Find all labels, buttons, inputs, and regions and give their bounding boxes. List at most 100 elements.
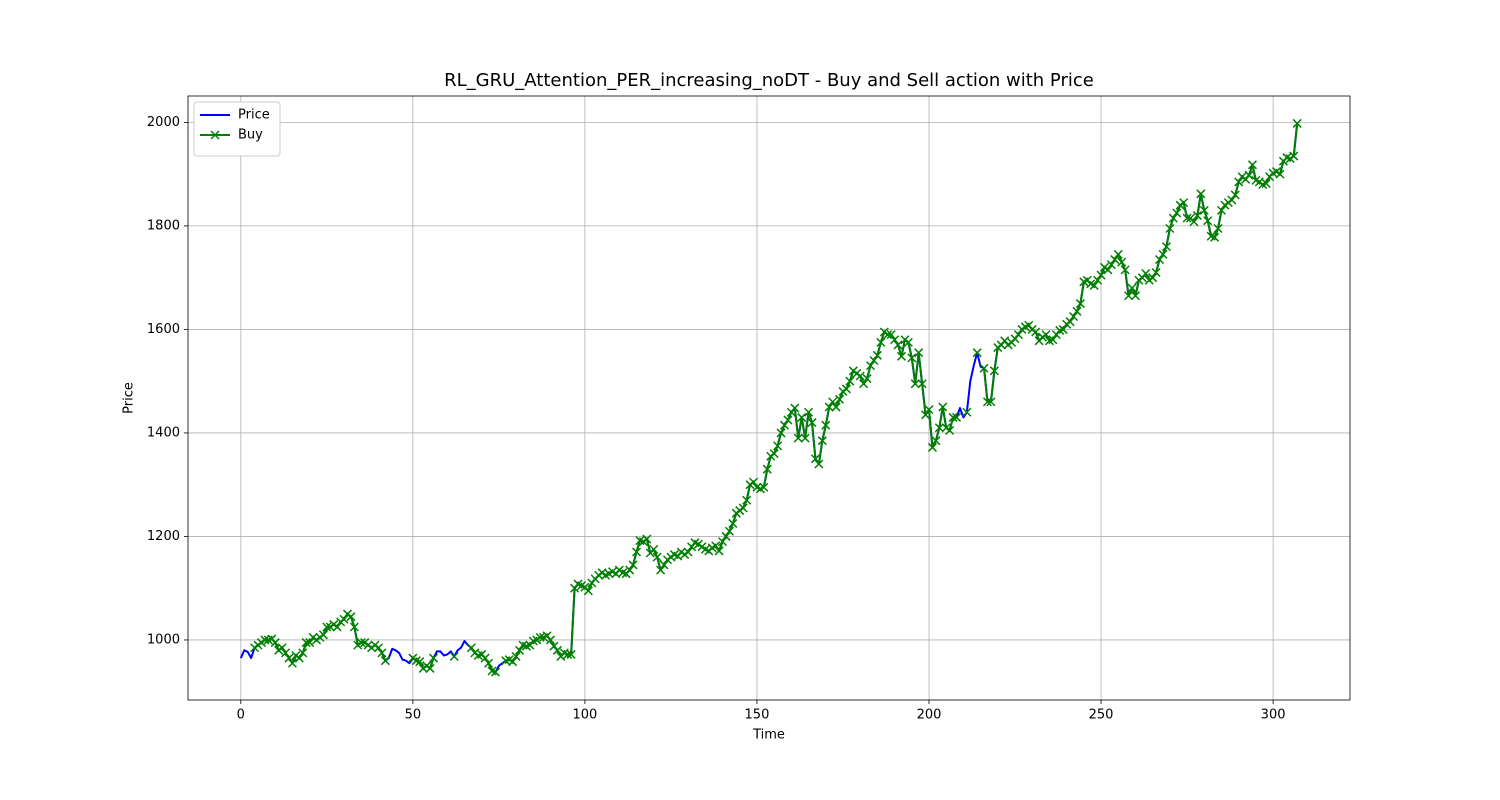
buy-marker [769, 449, 779, 459]
buy-marker [480, 653, 490, 663]
x-tick-label: 50 [405, 708, 422, 723]
buy-marker [1182, 213, 1192, 223]
buy-marker [1247, 160, 1257, 170]
buy-marker [1261, 178, 1271, 188]
y-tick-label: 1400 [147, 425, 180, 440]
buy-marker [339, 614, 349, 624]
buy-marker [872, 350, 882, 360]
buy-marker [1106, 260, 1116, 270]
buy-marker [859, 379, 869, 389]
buy-marker [797, 412, 807, 422]
buy-marker [835, 394, 845, 404]
buy-marker [783, 415, 793, 425]
plot-frame [187, 95, 1351, 701]
buy-marker [1192, 211, 1202, 221]
buy-marker [287, 658, 297, 668]
buy-marker [714, 546, 724, 556]
buy-marker [332, 622, 342, 632]
x-tick-label: 200 [917, 708, 942, 723]
buy-marker [545, 635, 556, 645]
buy-marker [380, 656, 390, 666]
buy-marker [903, 337, 913, 347]
buy-marker [748, 477, 759, 487]
buy-marker [896, 351, 907, 361]
buy-marker [724, 526, 734, 536]
buy-marker [869, 355, 879, 366]
buy-marker [1041, 330, 1051, 340]
buy-marker [1089, 280, 1099, 290]
x-tick-label: 150 [745, 708, 770, 723]
buy-marker [951, 412, 962, 422]
buy-marker [373, 643, 383, 653]
buy-marker [855, 371, 865, 381]
buy-marker [924, 405, 934, 415]
buy-marker [428, 653, 439, 663]
buy-marker [298, 648, 308, 658]
buy-marker [711, 541, 721, 551]
buy-marker [377, 648, 387, 658]
buy-marker [738, 503, 748, 513]
chart-title: RL_GRU_Attention_PER_increasing_noDT - B… [444, 70, 1094, 91]
x-tick-label: 100 [572, 708, 597, 723]
buy-marker [552, 645, 562, 655]
buy-marker [1227, 195, 1237, 205]
buy-marker [790, 403, 800, 413]
buy-marker [1120, 265, 1130, 275]
buy-marker [1093, 275, 1103, 285]
buy-marker [876, 337, 886, 347]
buy-marker [301, 638, 311, 648]
buy-marker [793, 433, 803, 443]
y-tick-label: 1600 [147, 322, 180, 337]
buy-marker [817, 436, 827, 446]
buy-marker [828, 397, 838, 407]
buy-marker [1275, 169, 1285, 179]
buy-marker [934, 423, 944, 433]
buy-marker [1168, 213, 1178, 223]
y-tick-label: 2000 [147, 115, 180, 130]
buy-marker [1103, 265, 1113, 275]
buy-marker [281, 648, 291, 658]
buy-marker [1068, 311, 1079, 322]
legend-label: Price [238, 108, 270, 123]
buy-marker [1292, 118, 1302, 128]
x-axis-label: Time [752, 728, 785, 743]
buy-marker [1199, 205, 1209, 215]
buy-marker [1289, 151, 1299, 161]
buy-marker [948, 412, 958, 422]
buy-marker [642, 534, 652, 544]
buy-marker [346, 612, 356, 622]
buy-marker [535, 632, 545, 642]
buy-marker [910, 379, 920, 389]
buy-marker [979, 363, 989, 373]
buy-marker [931, 436, 941, 446]
buy-marker [807, 418, 817, 428]
legend-label: Buy [238, 128, 263, 143]
buy-marker [1244, 170, 1254, 180]
buy-marker [1113, 249, 1123, 259]
buy-marker [1151, 267, 1161, 278]
buy-marker [415, 657, 425, 667]
buy-marker [294, 653, 304, 663]
buy-marker [779, 420, 790, 430]
buy-marker [865, 361, 876, 371]
buy-marker [356, 638, 366, 648]
buy-marker [718, 537, 728, 547]
buy-marker [449, 651, 459, 662]
buy-marker [1196, 189, 1206, 199]
buy-marker [721, 531, 731, 541]
buy-marker [824, 402, 834, 412]
buy-marker [270, 638, 280, 648]
legend: Price Buy [193, 101, 281, 157]
buy-marker [349, 622, 359, 632]
buy-marker [841, 384, 851, 394]
buy-marker [566, 649, 576, 659]
buy-marker [511, 651, 521, 662]
buy-marker [652, 552, 662, 562]
buy-marker [800, 433, 810, 443]
buy-marker [1155, 255, 1165, 265]
y-axis-label: Price [122, 382, 137, 414]
buy-marker [1213, 223, 1223, 234]
buy-marker [907, 353, 917, 363]
